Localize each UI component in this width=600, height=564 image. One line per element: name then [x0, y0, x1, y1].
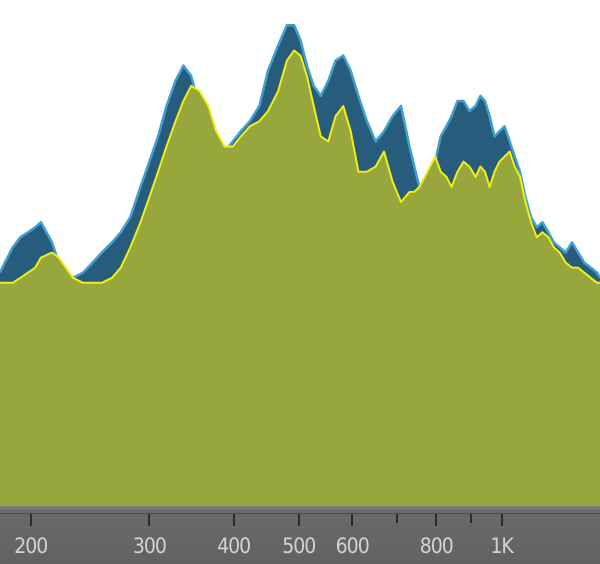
axis-tick-300 — [148, 514, 151, 526]
axis-tick-800 — [435, 514, 438, 526]
axis-tick-900 — [469, 514, 472, 523]
peak-spectrum-line — [0, 24, 600, 280]
axis-tick-700 — [396, 514, 399, 523]
spectrum-analyzer-display — [0, 24, 600, 505]
current-spectrum-area — [0, 50, 600, 505]
axis-tick-500 — [297, 514, 300, 526]
axis-tick-label-800: 800 — [419, 534, 454, 558]
axis-tick-400 — [232, 514, 235, 526]
spectrum-plot — [0, 24, 600, 505]
axis-tick-label-200: 200 — [14, 534, 48, 558]
axis-rule — [0, 513, 600, 514]
axis-tick-label-500: 500 — [282, 534, 316, 558]
axis-tick-label-400: 400 — [217, 534, 251, 558]
axis-tick-600 — [351, 514, 354, 526]
frequency-axis: 200 300 400 500 600 800 1K — [0, 505, 600, 564]
current-spectrum-line — [0, 49, 600, 284]
axis-tick-200 — [29, 514, 32, 526]
axis-tick-label-600: 600 — [335, 534, 370, 558]
axis-tick-label-300: 300 — [132, 534, 167, 558]
axis-tick-1000 — [500, 514, 503, 526]
axis-tick-label-1000: 1K — [490, 534, 513, 558]
